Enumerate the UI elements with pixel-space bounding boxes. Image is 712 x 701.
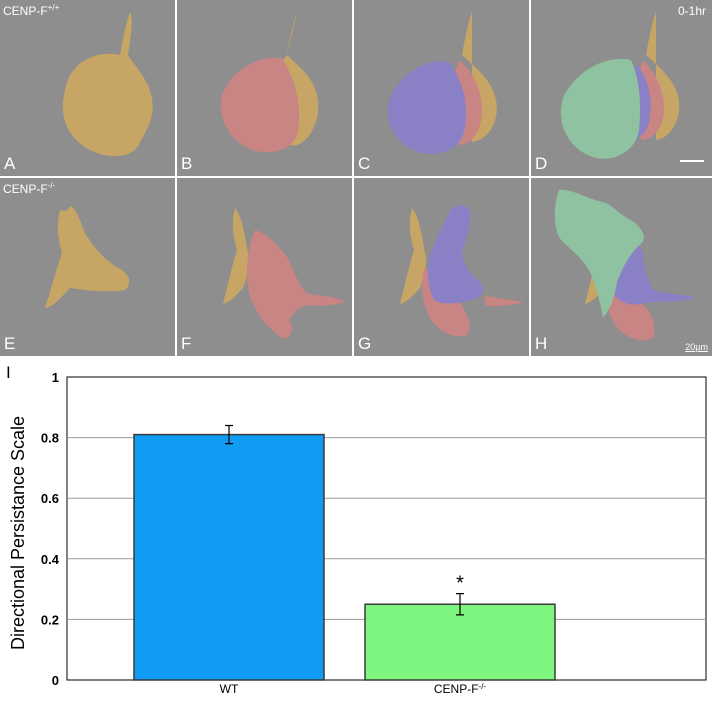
bar-cenp-f xyxy=(364,603,556,681)
x-category-label: WT xyxy=(220,682,239,696)
bar-chart: I Directional Persistance Scale * 0 0.2 0.… xyxy=(6,363,707,696)
cell-outlines xyxy=(220,12,319,153)
micrograph-panel-a: CENP-F+/+ A xyxy=(0,0,175,176)
micrograph-panel-h: 20µm H xyxy=(531,178,712,356)
micrograph-panel-e: CENP-F-/- E xyxy=(0,178,175,356)
time-label: 0-1hr xyxy=(677,4,706,18)
y-tick-label: 0.6 xyxy=(41,491,59,506)
panel-letter-c: C xyxy=(358,154,371,173)
error-bar xyxy=(225,424,233,445)
cell-outlines xyxy=(45,206,130,308)
scale-label: 20µm xyxy=(685,342,708,352)
scale-bar xyxy=(680,160,704,162)
cell-outlines xyxy=(400,205,524,337)
y-tick-label: 0.8 xyxy=(41,431,59,446)
row-label-ko: CENP-F-/- xyxy=(3,181,56,196)
panel-letter-i: I xyxy=(6,363,11,382)
y-tick-label: 0.2 xyxy=(41,612,59,627)
panel-letter-a: A xyxy=(4,154,16,173)
panel-letter-d: D xyxy=(535,154,548,173)
y-axis-label: Directional Persistance Scale xyxy=(8,416,28,650)
panel-letter-f: F xyxy=(181,334,192,353)
bar-wt xyxy=(133,433,325,681)
micrograph-panel-d: 0-1hr D xyxy=(531,0,712,176)
micrograph-panel-c: C xyxy=(354,0,529,176)
cell-outlines xyxy=(223,208,345,339)
cell-outlines xyxy=(554,189,696,341)
panel-letter-e: E xyxy=(4,334,16,353)
y-tick-label: 0 xyxy=(52,673,59,688)
micrograph-panel-f: F xyxy=(177,178,352,356)
panel-letter-g: G xyxy=(358,334,372,353)
cell-outlines xyxy=(62,12,153,157)
cell-outlines xyxy=(387,12,497,154)
y-tick-label: 1 xyxy=(52,370,59,385)
row-label-wt: CENP-F+/+ xyxy=(3,3,60,18)
cell-outlines xyxy=(560,12,680,159)
significance-marker: * xyxy=(456,573,464,595)
chart-panel-i: I Directional Persistance Scale * 0 0.2 0.… xyxy=(0,358,712,696)
error-bar xyxy=(456,593,464,616)
y-tick-label: 0.4 xyxy=(41,552,60,567)
micrograph-panel-b: B xyxy=(177,0,352,176)
micrograph-panel-g: G xyxy=(354,178,529,356)
x-category-label: CENP-F-/- xyxy=(434,682,487,696)
panel-letter-b: B xyxy=(181,154,193,173)
panel-letter-h: H xyxy=(535,334,548,353)
